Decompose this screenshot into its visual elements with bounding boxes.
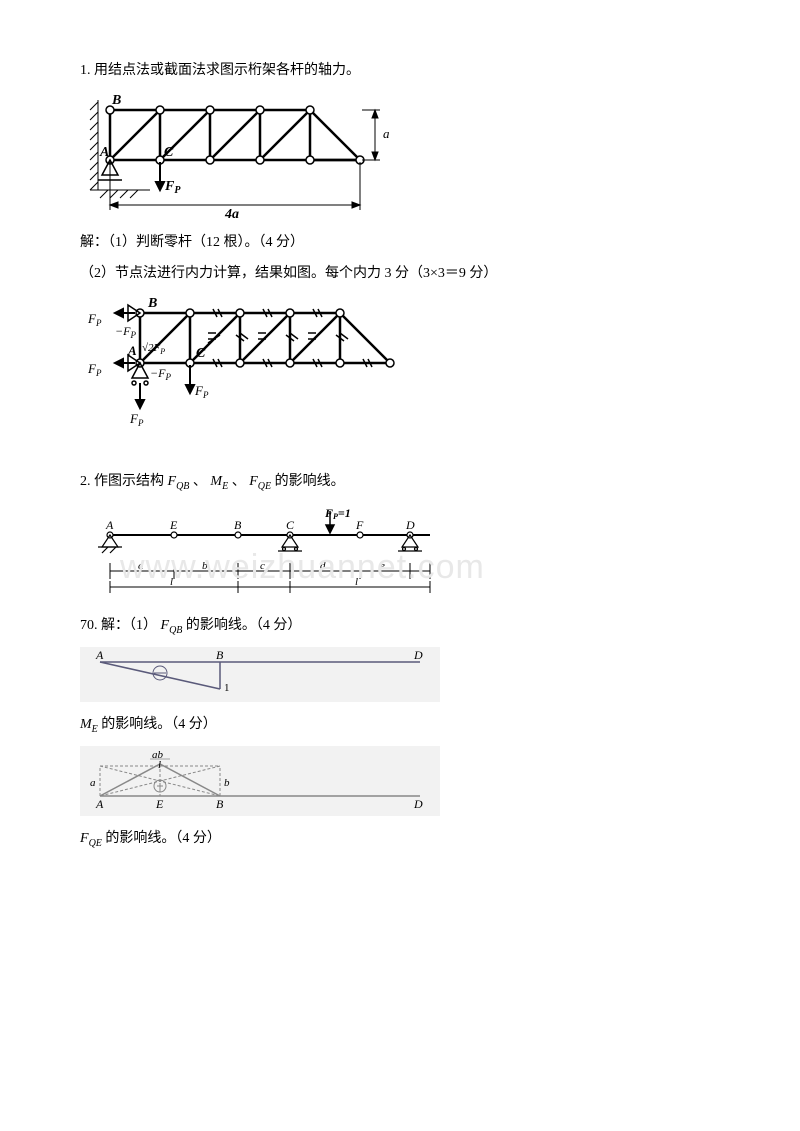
svg-text:FP: FP [87,361,102,378]
f2-sqFPs: P [159,347,165,356]
i2-D: D [413,797,423,811]
f2-FP4s: P [137,418,144,428]
bl-C: C [286,518,295,532]
p2-num: 2. [80,474,91,489]
p2-fqb2s: QB [169,625,182,636]
f2-nFP: −F [115,324,131,338]
svg-text:FP: FP [164,179,181,196]
p2-pre: 作图示结构 [94,474,168,489]
p2-fqbs: QB [176,481,189,492]
i2-A: A [95,797,104,811]
i1-D: D [413,648,423,662]
bl-B: B [234,518,242,532]
p2-fqe: F [249,474,258,489]
f2-A: A [127,343,137,358]
p1-num: 1. [80,63,91,78]
bl-D: D [405,518,415,532]
p2-me2: M [80,717,92,732]
bl-E: E [169,518,178,532]
label-FP: F [164,179,175,194]
p2-solpost: 的影响线。（4 分） [186,618,302,633]
figure-infl-fqb: A B D 1 [80,647,720,702]
label-4a: 4a [224,207,239,220]
f2-FP1s: P [95,318,102,328]
figure-2-solved-truss: B A C FP FP −FP √2FP −FP FP FP [80,293,720,453]
i2-E: E [155,797,164,811]
p2-fqe2: F [80,831,89,846]
p2-mes: E [222,481,228,492]
svg-text:√2FP: √2FP [142,342,165,356]
label-FPsub: P [174,185,181,196]
f2-sqFP: √2F [142,342,161,354]
p2-sol: 解：（1） [101,618,157,633]
p2-me2s: E [92,724,98,735]
p2-fqe2s: QE [89,837,102,848]
p1-body: 用结点法或截面法求图示桁架各杆的轴力。 [94,63,360,78]
p2-post: 的影响线。 [275,474,345,489]
p2-sol-line: 70. 解：（1） FQB 的影响线。（4 分） [80,615,720,639]
i2-l: l [158,759,161,771]
bl-FP: F [324,506,333,520]
watermark: www.weizhuannet.com [120,540,485,594]
svg-text:FP: FP [87,311,102,328]
bl-eq1: =1 [338,506,351,520]
p2-s1: 、 [193,474,207,489]
label-C: C [164,145,174,160]
i2-a: a [90,777,96,789]
p2-me-post: 的影响线。（4 分） [101,717,217,732]
p2-s2: 、 [232,474,246,489]
svg-text:FP: FP [194,383,209,400]
i2-b: b [224,777,230,789]
p2-fqb: F [168,474,177,489]
i1-A: A [95,648,104,662]
p1-sol-2: （2）节点法进行内力计算，结果如图。每个内力 3 分（3×3＝9 分） [80,263,720,285]
p2-fqe-line: FQE 的影响线。（4 分） [80,828,720,852]
f2-C: C [196,346,206,361]
problem-1-text: 1. 用结点法或截面法求图示桁架各杆的轴力。 [80,60,720,82]
bl-A: A [105,518,114,532]
i1-B: B [216,648,224,662]
f2-FP2s: P [95,368,102,378]
label-a: a [383,126,390,141]
f2-nFP2s: P [164,372,171,382]
f2-nFP2: −F [150,366,166,380]
bl-F: F [355,518,364,532]
svg-text:−FP: −FP [115,324,136,340]
p2-fqb2: F [161,618,170,633]
svg-text:FP=1: FP=1 [324,506,351,521]
problem-2-text: 2. 作图示结构 FQB 、 ME 、 FQE 的影响线。 [80,471,720,495]
f2-B: B [147,296,157,311]
label-A: A [99,145,109,160]
p2-me-line: ME 的影响线。（4 分） [80,714,720,738]
p2-70: 70. [80,618,98,633]
p2-fqe-post: 的影响线。（4 分） [105,831,221,846]
label-B: B [111,93,121,108]
f2-FP3s: P [202,390,209,400]
p2-me: M [210,474,222,489]
p1-sol-1: 解：（1）判断零杆（12 根）。（4 分） [80,232,720,254]
p2-fqes: QE [258,481,271,492]
svg-text:FP: FP [129,411,144,428]
svg-text:−FP: −FP [150,366,171,382]
f2-nFPs: P [129,330,136,340]
i2-B: B [216,797,224,811]
i1-1: 1 [224,682,230,694]
figure-1-truss: B A C FP 4a a [80,90,720,220]
figure-infl-me: a b ab l A E B D [80,746,720,816]
